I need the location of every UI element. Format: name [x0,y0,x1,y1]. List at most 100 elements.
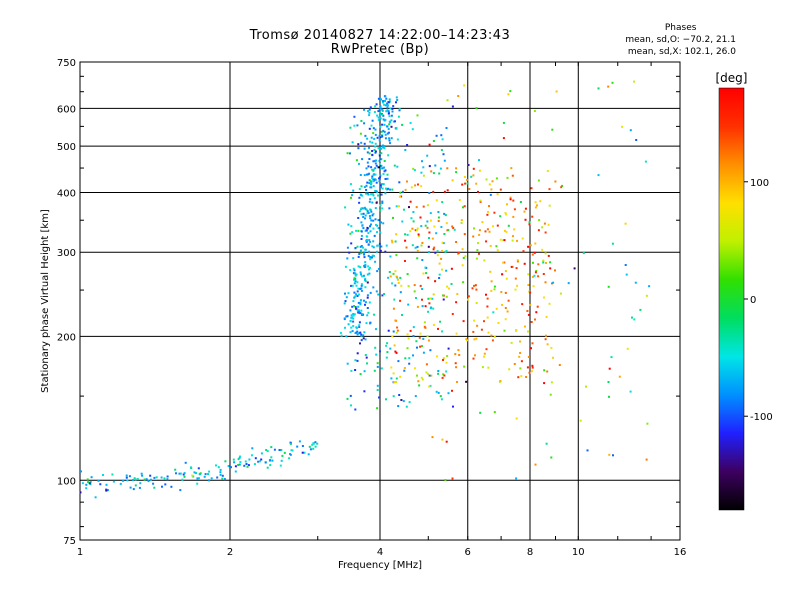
data-point [395,101,397,104]
data-point [414,229,417,232]
data-point [360,252,363,255]
data-point [551,128,554,131]
data-point [358,210,361,213]
data-point [432,172,435,175]
data-point [542,261,545,264]
data-point [105,489,108,492]
data-point [416,305,419,308]
phase-stats: Phases mean, sd,O: −70.2, 21.1 mean, sd,… [625,22,736,58]
data-point [608,367,611,370]
data-point [352,189,355,192]
data-point [561,184,564,187]
data-point [507,299,510,302]
data-point [644,160,647,163]
data-point [363,274,365,277]
data-point [372,168,375,171]
data-point [266,466,269,469]
data-point [437,372,440,375]
data-point [505,230,508,233]
data-point [424,224,427,227]
data-point [363,390,366,393]
data-point [585,385,587,388]
data-point [141,474,144,477]
data-point [370,182,373,185]
data-point [375,103,378,106]
data-point [355,326,358,329]
data-point [517,376,520,379]
data-point [353,124,356,127]
colorbar-gradient [718,87,745,511]
data-point [354,247,357,249]
data-point [379,117,382,120]
data-point [493,211,496,214]
data-point [411,244,414,247]
data-point [430,374,433,377]
data-point [312,442,315,445]
data-point [396,326,399,329]
data-point [441,250,443,252]
data-point [363,174,366,177]
data-point [520,375,523,378]
data-point [497,322,500,324]
data-point [197,467,200,470]
data-point [378,153,381,156]
data-point [163,477,166,480]
data-point [166,478,169,481]
data-point [489,244,492,247]
data-point [536,305,539,308]
data-point [510,167,513,170]
data-point [511,265,514,268]
data-point [502,121,505,124]
data-point [527,313,530,316]
data-point [582,252,585,255]
data-point [378,180,381,183]
data-point [350,326,353,329]
data-point [369,106,372,109]
data-point [363,264,366,267]
data-point [430,306,433,309]
data-point [408,401,411,404]
data-point [373,137,376,140]
data-point [238,456,241,459]
data-point [370,210,373,213]
data-point [503,261,506,264]
data-point [161,485,163,488]
data-point [543,382,546,385]
data-point [424,266,427,269]
data-point [468,188,471,190]
data-point [415,229,418,232]
data-point [149,474,152,477]
data-point [352,325,355,327]
data-point [511,239,514,242]
data-point [515,267,518,270]
data-point [125,476,128,479]
data-point [88,482,91,485]
data-point [372,180,375,183]
data-point [356,359,359,362]
data-point [379,209,382,212]
plot-area: 1 2 4 6 8 10 16 75 100 200 300 400 500 600 750 Frequenc… [40,58,686,571]
data-point [382,173,385,175]
data-point [133,477,136,480]
data-point [380,164,383,167]
data-point [421,241,424,244]
data-point [367,243,370,246]
data-point [626,347,629,350]
y-tick-label: 300 [57,248,76,259]
data-point [346,246,349,249]
data-point [438,172,441,175]
data-point [405,405,408,408]
data-point [531,253,534,256]
data-point [381,207,384,210]
data-point [503,329,506,332]
data-point [361,313,364,316]
data-point [102,474,104,476]
data-point [451,225,454,228]
data-point [471,287,474,290]
data-point [392,372,395,375]
data-point [495,177,498,180]
data-point [131,479,134,481]
data-point [217,466,220,469]
data-point [370,219,373,222]
data-point [633,318,636,321]
